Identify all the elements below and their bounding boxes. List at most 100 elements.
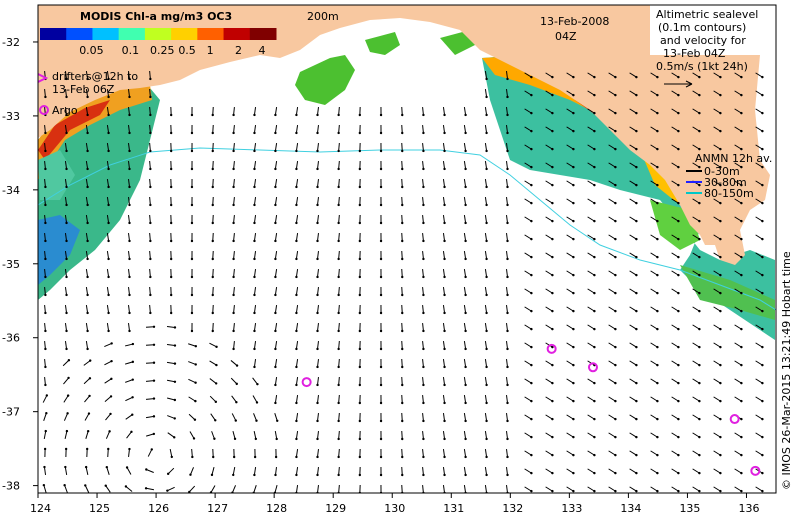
- velocity-arrow-head: [150, 448, 153, 451]
- velocity-arrow: [125, 379, 133, 383]
- velocity-arrow: [713, 234, 721, 240]
- velocity-arrow: [253, 196, 257, 206]
- velocity-arrow: [442, 322, 446, 332]
- velocity-arrow-head: [677, 93, 680, 97]
- velocity-arrow: [650, 360, 658, 366]
- velocity-arrow: [506, 142, 508, 152]
- velocity-arrow: [734, 144, 742, 150]
- velocity-arrow-head: [274, 473, 277, 477]
- velocity-arrow: [64, 466, 68, 476]
- velocity-arrow: [149, 70, 151, 80]
- velocity-arrow-head: [740, 165, 743, 169]
- velocity-arrow: [671, 162, 679, 168]
- anmn-legend: ANMN 12h av. 0-30m 30-80m 80-150m: [686, 152, 772, 200]
- velocity-arrow: [106, 268, 110, 278]
- velocity-arrow: [422, 106, 424, 116]
- velocity-arrow-head: [593, 75, 596, 79]
- velocity-arrow: [317, 160, 319, 170]
- velocity-arrow-head: [401, 329, 404, 333]
- velocity-arrow-head: [105, 465, 109, 469]
- velocity-arrow-head: [530, 363, 533, 367]
- velocity-arrow: [338, 322, 340, 332]
- velocity-arrow-head: [551, 129, 554, 133]
- velocity-arrow-head: [190, 131, 194, 135]
- velocity-arrow-head: [677, 201, 680, 205]
- velocity-arrow: [608, 486, 616, 492]
- velocity-arrow: [506, 340, 508, 350]
- velocity-arrow-head: [107, 95, 110, 99]
- velocity-arrow: [422, 304, 424, 314]
- velocity-arrow-head: [593, 165, 596, 169]
- velocity-arrow-head: [485, 149, 488, 153]
- velocity-arrow-head: [107, 293, 110, 297]
- velocity-arrow: [442, 268, 446, 278]
- velocity-arrow: [524, 144, 532, 150]
- velocity-arrow: [587, 180, 595, 186]
- velocity-arrow: [317, 142, 319, 152]
- velocity-arrow: [85, 196, 89, 206]
- velocity-arrow-head: [464, 347, 467, 351]
- velocity-arrow: [692, 306, 700, 312]
- velocity-arrow: [545, 198, 553, 204]
- velocity-arrow-head: [485, 95, 488, 99]
- velocity-arrow: [587, 432, 595, 438]
- argo-float: [546, 343, 557, 354]
- velocity-arrow-head: [65, 311, 68, 315]
- velocity-arrow: [167, 467, 175, 475]
- velocity-arrow-head: [614, 165, 617, 169]
- velocity-arrow: [734, 486, 742, 492]
- velocity-arrow-head: [485, 365, 488, 369]
- velocity-arrow: [442, 214, 446, 224]
- velocity-arrow-head: [551, 165, 554, 169]
- velocity-arrow-head: [614, 381, 617, 385]
- velocity-arrow: [338, 160, 340, 170]
- velocity-arrow: [484, 430, 488, 440]
- velocity-arrow-head: [337, 221, 340, 225]
- velocity-arrow-head: [719, 219, 722, 223]
- velocity-arrow: [629, 162, 637, 168]
- velocity-arrow: [166, 379, 176, 383]
- velocity-arrow-head: [635, 453, 638, 457]
- velocity-arrow-head: [253, 185, 256, 189]
- velocity-arrow-head: [698, 417, 701, 421]
- velocity-arrow-head: [358, 167, 362, 171]
- velocity-arrow: [566, 486, 574, 492]
- velocity-arrow-head: [656, 489, 659, 493]
- velocity-arrow-head: [614, 399, 617, 403]
- velocity-arrow-head: [677, 291, 680, 295]
- velocity-arrow-head: [44, 167, 47, 171]
- velocity-arrow: [106, 178, 110, 188]
- velocity-arrow: [524, 306, 532, 312]
- velocity-arrow-head: [358, 419, 362, 423]
- velocity-arrow-head: [379, 131, 383, 135]
- velocity-arrow-head: [656, 453, 659, 457]
- velocity-arrow-head: [401, 275, 404, 279]
- velocity-arrow-head: [316, 311, 319, 315]
- velocity-arrow-head: [656, 399, 659, 403]
- velocity-arrow-head: [551, 111, 554, 115]
- velocity-arrow-head: [337, 437, 340, 441]
- velocity-arrow-head: [422, 383, 425, 387]
- velocity-arrow: [146, 433, 154, 437]
- velocity-arrow: [506, 430, 508, 440]
- velocity-arrow: [692, 234, 700, 240]
- velocity-arrow: [463, 466, 467, 476]
- velocity-arrow-head: [740, 75, 743, 79]
- velocity-arrow-head: [485, 455, 488, 459]
- velocity-arrow-head: [401, 203, 404, 207]
- velocity-arrow-head: [719, 435, 722, 439]
- velocity-arrow-head: [211, 311, 214, 315]
- x-tick-label: 128: [266, 502, 287, 515]
- velocity-arrow-head: [422, 419, 425, 423]
- velocity-arrow-head: [173, 417, 176, 420]
- velocity-arrow-head: [190, 149, 194, 153]
- velocity-arrow-head: [485, 167, 488, 171]
- velocity-arrow-head: [656, 435, 659, 439]
- velocity-arrow-head: [45, 394, 49, 397]
- velocity-arrow: [587, 342, 595, 348]
- velocity-arrow-head: [358, 257, 362, 261]
- velocity-arrow: [44, 88, 46, 98]
- velocity-arrow: [149, 88, 151, 98]
- velocity-arrow-head: [422, 365, 425, 369]
- velocity-arrow: [44, 286, 46, 296]
